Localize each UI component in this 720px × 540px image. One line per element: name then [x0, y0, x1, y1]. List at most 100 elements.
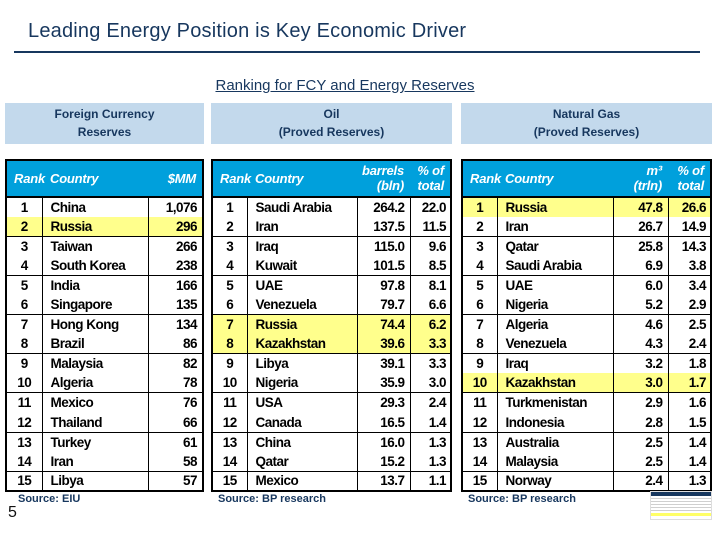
table-row: 11 USA 29.3 2.4 [212, 392, 451, 413]
table-row: 8 Brazil 86 [6, 334, 203, 355]
table-cell: 97.8 [357, 275, 411, 295]
table-cell: 6.0 [613, 275, 669, 295]
table-cell: 4.6 [613, 314, 669, 335]
table-cell: 2 [212, 216, 248, 237]
table-cell: 5 [212, 275, 248, 295]
table-cell: 3 [6, 236, 43, 256]
table-row: 6 Venezuela 79.7 6.6 [212, 294, 451, 316]
table-cell: 2.9 [668, 294, 711, 316]
table-header-row: Rank Country m³ (trln) % of total [462, 160, 711, 198]
table-cell: 13 [212, 432, 248, 452]
table-cell: 264.2 [357, 197, 411, 217]
page-title: Leading Energy Position is Key Economic … [28, 20, 467, 42]
title-underline [14, 51, 700, 53]
table-row: 8 Kazakhstan 39.6 3.3 [212, 334, 451, 355]
table-cell: 2.9 [613, 392, 669, 413]
column-header-percent: % of total [410, 160, 451, 198]
table-cell: 9.6 [428, 238, 447, 254]
table-cell: 3.8 [668, 255, 711, 276]
page-number: 5 [8, 504, 17, 521]
table-cell: 6 [6, 294, 43, 316]
table-cell: Iraq [247, 236, 358, 256]
table-cell: 29.3 [357, 392, 411, 413]
table-cell: Iran [497, 216, 614, 237]
table-cell: Saudi Arabia [247, 197, 358, 217]
table-cell: Saudi Arabia [497, 255, 614, 276]
column-header-rank: Rank [6, 160, 45, 198]
mini-table-footer [651, 516, 711, 519]
table-cell: Algeria [497, 314, 614, 335]
table-cell: 137.5 [357, 216, 411, 237]
table-cell: 58 [148, 451, 203, 472]
table-cell: 11 [212, 392, 248, 413]
table-row: 1 Russia 47.8 26.6 [462, 197, 711, 217]
table-row: 8 Venezuela 4.3 2.4 [462, 334, 711, 355]
caption-line: (Proved Reserves) [533, 124, 640, 139]
table-cell: 115.0 [357, 236, 411, 256]
table-row: 7 Algeria 4.6 2.5 [462, 314, 711, 335]
table-row: 14 Malaysia 2.5 1.4 [462, 451, 711, 472]
table-cell: 9 [212, 353, 248, 374]
table-cell: 10 [462, 373, 498, 394]
column-header-percent: % of total [668, 160, 711, 198]
table-cell: 15 [212, 471, 248, 491]
table-row: 12 Indonesia 2.8 1.5 [462, 412, 711, 433]
table-cell: 14 [462, 451, 498, 472]
table-row: 7 Hong Kong 134 [6, 314, 203, 335]
table-cell: Australia [497, 432, 614, 452]
table-cell: 296 [148, 216, 203, 237]
table-cell: 3.2 [613, 353, 669, 374]
table-row: 15 Norway 2.4 1.3 [462, 471, 711, 491]
table-cell: 3.4 [688, 277, 707, 293]
table-cell: Kuwait [247, 255, 358, 276]
table-row: 13 China 16.0 1.3 [212, 432, 451, 452]
table-cell: 10 [6, 373, 43, 394]
table-cell: Turkey [42, 432, 149, 452]
table-row: 3 Taiwan 266 [6, 236, 203, 256]
table-cell: Venezuela [497, 334, 614, 355]
column-header-value: barrels (bln) [357, 160, 410, 198]
table-cell: 15 [6, 471, 43, 491]
table-cell: 2.5 [613, 432, 669, 452]
table-cell: Mexico [42, 392, 149, 413]
table-cell: 11.5 [410, 216, 451, 237]
table-cell: 14.9 [668, 216, 711, 237]
table-row: 10 Algeria 78 [6, 373, 203, 394]
table-cell: Russia [42, 216, 149, 237]
source-note-oil: Source: BP research [218, 493, 327, 505]
table-cell: 15 [462, 471, 498, 491]
mini-table-header-bar [651, 492, 711, 496]
table-cell: 39.6 [357, 334, 411, 355]
table-row: 10 Kazakhstan 3.0 1.7 [462, 373, 711, 394]
table-cell: 6.6 [410, 294, 451, 316]
table-cell: 1.5 [668, 412, 711, 433]
table-cell: 134 [175, 317, 198, 333]
table-cell: Malaysia [497, 451, 614, 472]
table-cell: 57 [182, 473, 198, 489]
table-cell: Malaysia [42, 353, 149, 374]
table-cell: 5 [462, 275, 498, 295]
header-line: % of [677, 162, 704, 178]
caption-line: Reserves [77, 124, 132, 139]
table-cell: China [247, 432, 358, 452]
table-cell: 13 [462, 432, 498, 452]
table-cell: 3 [462, 236, 498, 256]
mini-table-highlight-row [651, 513, 711, 516]
table-cell: 1 [212, 197, 248, 217]
table-cell: 35.9 [357, 373, 411, 394]
table-cell: 7 [212, 314, 248, 335]
table-cell: 9 [462, 353, 498, 374]
column-header-country: Country [42, 160, 148, 198]
table-cell: 3 [212, 236, 248, 256]
table-cell: 266 [175, 238, 198, 254]
table-cell: 2.8 [613, 412, 669, 433]
table-cell: 101.5 [357, 255, 411, 276]
table-cell: 9 [6, 353, 43, 374]
table-cell: Kazakhstan [247, 334, 358, 355]
caption-line: Foreign Currency [54, 107, 155, 122]
header-line: barrels [362, 162, 404, 178]
table-cell: 66 [148, 412, 203, 433]
table-cell: 1.3 [428, 434, 447, 450]
table-cell: China [42, 197, 149, 217]
table-row: 1 Saudi Arabia 264.2 22.0 [212, 197, 451, 217]
